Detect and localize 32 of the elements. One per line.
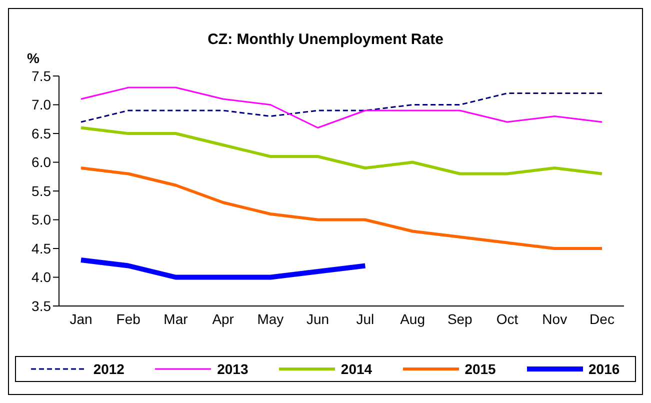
line-series bbox=[80, 86, 603, 128]
x-tick-label: Dec bbox=[590, 310, 614, 327]
x-tick-label: Oct bbox=[496, 310, 518, 327]
chart-title: CZ: Monthly Unemployment Rate bbox=[206, 31, 444, 48]
x-tick-label: Jun bbox=[306, 310, 330, 327]
x-tick-label: Feb bbox=[116, 310, 141, 327]
legend-label: 2014 bbox=[340, 361, 372, 377]
y-tick-label: 5.5 bbox=[32, 182, 52, 199]
y-tick-label: 7.5 bbox=[32, 68, 52, 84]
legend-label: 2016 bbox=[588, 361, 620, 377]
y-tick-label: 5.0 bbox=[32, 212, 52, 228]
y-tick-label: 4.5 bbox=[32, 240, 52, 256]
x-tick-label: Jan bbox=[70, 310, 92, 327]
legend-label: 2012 bbox=[93, 361, 124, 377]
legend-label: 2013 bbox=[217, 361, 248, 377]
x-tick-label: Jul bbox=[356, 310, 374, 327]
x-tick-label: May bbox=[257, 310, 284, 327]
line-series bbox=[80, 92, 603, 123]
y-tick-label: 3.5 bbox=[32, 298, 52, 314]
x-tick-label: Apr bbox=[212, 310, 234, 327]
y-tick-label: 6.5 bbox=[32, 125, 52, 142]
line-series bbox=[80, 126, 604, 176]
x-tick-label: Mar bbox=[164, 310, 188, 327]
line-series bbox=[80, 166, 604, 250]
x-tick-label: Sep bbox=[447, 310, 473, 327]
y-tick-label: 7.0 bbox=[32, 96, 52, 113]
x-tick-label: Aug bbox=[400, 310, 426, 327]
y-axis-title: % bbox=[27, 50, 40, 66]
x-tick-label: Nov bbox=[542, 310, 568, 327]
y-tick-label: 6.0 bbox=[32, 154, 52, 170]
y-tick-label: 4.0 bbox=[32, 269, 52, 286]
legend-label: 2015 bbox=[464, 361, 496, 377]
